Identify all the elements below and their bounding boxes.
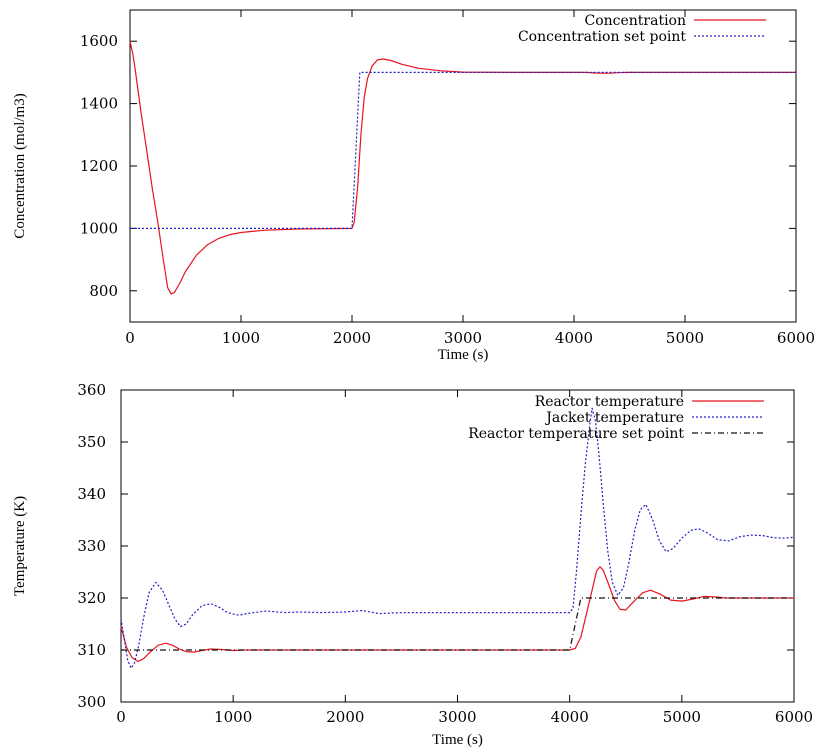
series-line-concentration [129,41,796,295]
x-tick-label: 3000 [444,329,482,347]
y-tick-label: 1200 [80,157,118,175]
y-tick-label: 350 [77,433,106,451]
y-tick-label: 320 [77,589,106,607]
x-tick-label: 5000 [663,708,701,726]
x-tick-label: 5000 [666,329,704,347]
x-tick-label: 1000 [214,708,252,726]
concentration-chart: 0 1000 2000 3000 4000 5000 6000 800 1000 1200 1400… [12,9,815,363]
y-axis-title: Temperature (K) [12,496,28,596]
y-tick-label: 340 [77,485,106,503]
x-axis-title: Time (s) [438,347,489,363]
y-tick-label: 1400 [80,95,118,113]
x-tick-label: 4000 [555,329,593,347]
series-line-jacket-temperature [120,407,795,669]
y-tick-label: 1600 [80,32,118,50]
legend-label-concentration-set-point: Concentration set point [518,29,686,45]
legend-label-jacket-temperature: Jacket temperature [544,410,684,426]
legend-label-reactor-temperature-set-point: Reactor temperature set point [468,426,684,442]
series-line-concentration-set-point [130,71,796,229]
x-tick-label: 6000 [775,708,813,726]
x-tick-label: 2000 [326,708,364,726]
x-axis-title: Time (s) [432,732,483,748]
y-tick-label: 310 [77,641,106,659]
x-tick-label: 0 [125,329,135,347]
y-tick-label: 300 [77,693,106,711]
legend-label-reactor-temperature: Reactor temperature [535,394,684,410]
y-tick-label: 800 [89,282,118,300]
series-line-reactor-temperature [120,566,794,662]
x-tick-label: 3000 [438,708,476,726]
x-tick-label: 2000 [333,329,371,347]
y-tick-label: 330 [77,537,106,555]
y-tick-label: 1000 [80,219,118,237]
x-tick-label: 4000 [551,708,589,726]
x-tick-label: 6000 [777,329,815,347]
temperature-chart: 0 1000 2000 3000 4000 5000 6000 300 310 320 330 340… [12,381,813,748]
y-tick-label: 360 [77,381,106,399]
plot-frame [129,9,797,323]
plot-frame [120,389,795,703]
legend-label-concentration: Concentration [584,13,686,29]
x-tick-label: 0 [116,708,126,726]
series-line-reactor-temperature-set-point [121,597,794,651]
y-axis-title: Concentration (mol/m3) [12,93,28,238]
x-tick-label: 1000 [222,329,260,347]
